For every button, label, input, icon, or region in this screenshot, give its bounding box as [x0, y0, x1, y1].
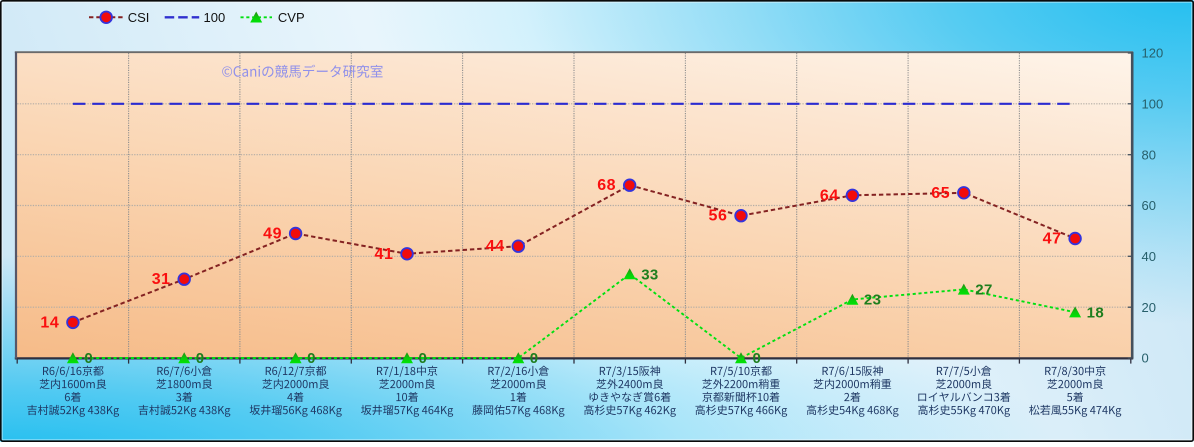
svg-text:0: 0 — [307, 350, 316, 367]
svg-text:100: 100 — [204, 10, 226, 25]
svg-text:60: 60 — [1142, 198, 1156, 213]
svg-text:44: 44 — [486, 238, 505, 255]
svg-text:56: 56 — [709, 208, 728, 225]
svg-text:18: 18 — [1087, 304, 1105, 321]
svg-text:0: 0 — [419, 350, 428, 367]
svg-text:0: 0 — [530, 350, 539, 367]
svg-text:CVP: CVP — [278, 10, 305, 25]
svg-text:CSI: CSI — [128, 10, 150, 25]
svg-text:40: 40 — [1142, 249, 1156, 264]
svg-text:0: 0 — [753, 350, 762, 367]
svg-text:23: 23 — [864, 292, 882, 309]
svg-text:49: 49 — [263, 226, 282, 243]
svg-text:0: 0 — [1142, 351, 1149, 366]
svg-text:41: 41 — [375, 246, 394, 263]
svg-text:100: 100 — [1142, 97, 1164, 112]
svg-text:47: 47 — [1043, 231, 1062, 248]
svg-text:65: 65 — [931, 185, 950, 202]
svg-text:33: 33 — [641, 266, 659, 283]
svg-text:14: 14 — [40, 314, 59, 331]
svg-text:20: 20 — [1142, 300, 1156, 315]
svg-text:31: 31 — [152, 271, 171, 288]
svg-text:64: 64 — [820, 187, 839, 204]
svg-text:0: 0 — [84, 350, 93, 367]
svg-text:27: 27 — [975, 282, 993, 299]
svg-text:68: 68 — [597, 177, 616, 194]
svg-text:0: 0 — [196, 350, 205, 367]
svg-text:80: 80 — [1142, 147, 1156, 162]
svg-text:120: 120 — [1142, 46, 1164, 61]
